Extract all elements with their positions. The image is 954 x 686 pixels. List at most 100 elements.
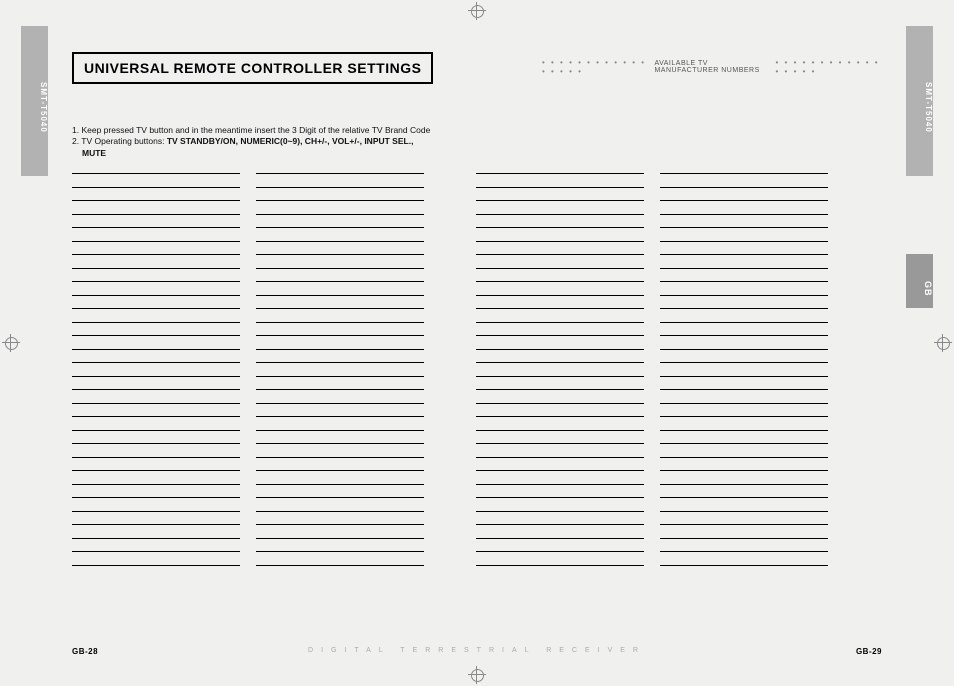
blank-line [476, 200, 644, 201]
blank-line [72, 376, 240, 377]
blank-line [72, 173, 240, 174]
blank-line [660, 497, 828, 498]
blank-line [256, 200, 424, 201]
blank-line [660, 403, 828, 404]
blank-line [476, 511, 644, 512]
blank-line [72, 524, 240, 525]
blank-line [660, 295, 828, 296]
blank-line [660, 430, 828, 431]
blank-line [660, 308, 828, 309]
instruction-line-1: 1. Keep pressed TV button and in the mea… [72, 125, 430, 136]
blank-line [72, 308, 240, 309]
blank-line [256, 227, 424, 228]
page-spread: UNIVERSAL REMOTE CONTROLLER SETTINGS • •… [72, 52, 882, 626]
blank-line [476, 281, 644, 282]
blank-line [476, 335, 644, 336]
blank-line [256, 470, 424, 471]
blank-line [660, 335, 828, 336]
blank-line [72, 322, 240, 323]
blank-line [476, 173, 644, 174]
blank-line [256, 403, 424, 404]
blank-line [72, 241, 240, 242]
section-heading: UNIVERSAL REMOTE CONTROLLER SETTINGS [72, 52, 433, 84]
blank-line [660, 551, 828, 552]
blank-line [256, 362, 424, 363]
blank-line [72, 335, 240, 336]
blank-line [72, 443, 240, 444]
blank-line [476, 227, 644, 228]
blank-line [476, 551, 644, 552]
instruction-line-3: MUTE [72, 148, 430, 159]
instruction-line-2: 2. TV Operating buttons: TV STANDBY/ON, … [72, 136, 430, 147]
blank-line [476, 497, 644, 498]
blank-line [256, 376, 424, 377]
blank-line [72, 403, 240, 404]
blank-line [256, 349, 424, 350]
blank-column [256, 167, 424, 626]
blank-line [256, 187, 424, 188]
blank-line [72, 349, 240, 350]
footer-title: DIGITAL TERRESTRIAL RECEIVER [98, 647, 856, 656]
blank-line [72, 214, 240, 215]
blank-line [256, 281, 424, 282]
blank-line [72, 227, 240, 228]
blank-line [72, 497, 240, 498]
blank-line [72, 565, 240, 566]
blank-line [476, 457, 644, 458]
blank-line [256, 335, 424, 336]
blank-line [476, 443, 644, 444]
blank-line [660, 173, 828, 174]
page-number-right: GB-29 [856, 647, 882, 656]
blank-line [660, 214, 828, 215]
blank-line [72, 268, 240, 269]
registration-mark-top [468, 2, 486, 20]
blank-line [660, 227, 828, 228]
dot-leader-left: • • • • • • • • • • • • • • • • • [542, 58, 648, 76]
blank-line [660, 268, 828, 269]
blank-line [256, 214, 424, 215]
instructions: 1. Keep pressed TV button and in the mea… [72, 125, 430, 159]
blank-column [72, 167, 240, 626]
blank-line [476, 524, 644, 525]
blank-column [660, 167, 828, 626]
blank-line [72, 416, 240, 417]
blank-line [476, 308, 644, 309]
blank-line [660, 322, 828, 323]
blank-line [660, 349, 828, 350]
blank-line [256, 443, 424, 444]
left-page-columns [72, 167, 424, 626]
blank-line [476, 470, 644, 471]
blank-line [476, 268, 644, 269]
blank-line [660, 565, 828, 566]
blank-line [256, 538, 424, 539]
registration-mark-left [2, 334, 20, 352]
blank-line [476, 322, 644, 323]
blank-line [256, 416, 424, 417]
blank-line [476, 403, 644, 404]
blank-line [256, 497, 424, 498]
blank-line [476, 416, 644, 417]
blank-line [476, 349, 644, 350]
blank-line [476, 376, 644, 377]
blank-line [72, 295, 240, 296]
blank-line [476, 187, 644, 188]
blank-line [660, 200, 828, 201]
blank-line [72, 511, 240, 512]
blank-line [660, 470, 828, 471]
blank-line [72, 538, 240, 539]
blank-line [256, 484, 424, 485]
blank-line [660, 524, 828, 525]
blank-line [72, 362, 240, 363]
blank-line [660, 187, 828, 188]
registration-mark-right [934, 334, 952, 352]
blank-line [72, 389, 240, 390]
blank-line [72, 200, 240, 201]
blank-line [72, 187, 240, 188]
page-footer: GB-28 DIGITAL TERRESTRIAL RECEIVER GB-29 [72, 647, 882, 656]
blank-line [256, 565, 424, 566]
blank-line [660, 457, 828, 458]
blank-line [660, 389, 828, 390]
blank-line [660, 376, 828, 377]
blank-line [72, 551, 240, 552]
right-page-header: • • • • • • • • • • • • • • • • • AVAILA… [542, 58, 882, 76]
